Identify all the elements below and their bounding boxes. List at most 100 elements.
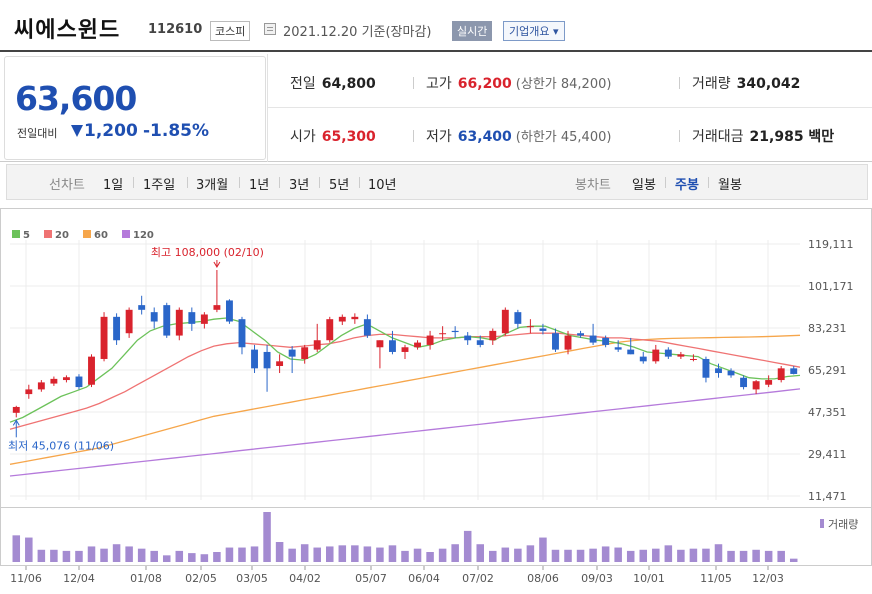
candle-body (12, 406, 20, 413)
volume-bar (188, 553, 196, 562)
company-overview-dropdown[interactable]: 기업개요 ▾ (503, 21, 565, 41)
candle-body (225, 300, 233, 322)
period-3m[interactable]: 3개월 (196, 178, 229, 193)
candle-body (150, 312, 158, 322)
candle (689, 354, 697, 362)
lower-limit: (하한가 45,400) (515, 130, 612, 145)
volume-bar (539, 537, 547, 562)
candle (389, 330, 396, 355)
period-selector: 선차트 1일 1주일 3개월 1년 3년 5년 10년 봉차트 일봉 주봉 월봉 (6, 164, 868, 200)
volume-value: 340,042 (736, 76, 801, 92)
candle (777, 365, 785, 383)
period-1w[interactable]: 1주일 (143, 178, 176, 193)
x-tick-label: 12/04 (63, 572, 95, 585)
open-price: 시가 65,300 (290, 126, 376, 146)
candle-body (338, 316, 346, 322)
realtime-button[interactable]: 실시간 (452, 21, 493, 41)
volume-bar (451, 544, 459, 562)
volume-bar (300, 544, 309, 562)
candle-body (740, 377, 748, 388)
candle (301, 344, 309, 364)
x-tick-label: 11/06 (10, 572, 42, 585)
candle-body (62, 377, 70, 381)
period-10y[interactable]: 10년 (368, 178, 397, 193)
period-separator (319, 177, 320, 188)
candle-monthly[interactable]: 월봉 (718, 178, 742, 193)
candle (401, 344, 409, 359)
volume-bar (213, 552, 221, 562)
candle (715, 363, 722, 378)
candle-body (401, 347, 409, 352)
candle (439, 326, 447, 341)
legend-label: 20 (55, 230, 69, 241)
x-tick-label: 07/02 (462, 572, 494, 585)
candle (100, 312, 108, 362)
x-tick-label: 09/03 (581, 572, 613, 585)
candle-body (476, 340, 484, 345)
volume-bar (137, 548, 146, 562)
candle-body (439, 333, 447, 335)
period-5y[interactable]: 5년 (329, 178, 350, 193)
volume-bar (664, 545, 673, 562)
stat-separator (679, 130, 680, 142)
period-separator (665, 177, 666, 188)
candle-body (464, 335, 472, 341)
stock-header: 씨에스윈드 112610 코스피 2021.12.20 기준(장마감) 실시간 … (0, 0, 872, 52)
candle-body (138, 305, 146, 310)
high-label: 고가 (426, 76, 452, 92)
volume-bar (87, 546, 96, 562)
period-1y[interactable]: 1년 (249, 178, 270, 193)
volume-bar (551, 549, 560, 562)
candle-weekly[interactable]: 주봉 (675, 178, 699, 193)
volume-bar (689, 548, 698, 562)
volume-bar (263, 512, 271, 562)
y-axis-ticks: 119,111 101,171 83,231 65,291 47,351 29,411 11… (808, 238, 854, 503)
current-price-box: 63,600 전일대비 1,200 -1.85% (4, 56, 266, 160)
candle (727, 368, 735, 378)
candle-body (652, 349, 660, 362)
volume-bar (514, 548, 522, 562)
volume-bar (125, 546, 133, 562)
candle (276, 354, 284, 374)
candle-body (777, 368, 785, 381)
min-price-label: 최저 45,076 (11/06) (8, 439, 114, 452)
volume-bar (764, 550, 773, 562)
panel-divider (267, 54, 268, 162)
candle-body (664, 349, 672, 357)
y-tick-label: 11,471 (808, 490, 847, 503)
candle-body (175, 309, 183, 336)
open-label: 시가 (290, 129, 316, 145)
candle-body (100, 316, 108, 359)
low-value: 63,400 (457, 129, 512, 145)
period-1d[interactable]: 1일 (103, 178, 124, 193)
candle (113, 313, 121, 345)
candle (414, 340, 421, 350)
volume-bar (351, 545, 359, 562)
period-3y[interactable]: 3년 (289, 178, 310, 193)
candle-daily[interactable]: 일봉 (632, 178, 656, 193)
y-tick-label: 29,411 (808, 448, 847, 461)
volume-bar (626, 550, 635, 562)
ma-line-120 (9, 388, 801, 477)
candle (752, 380, 760, 395)
candle (288, 346, 296, 374)
calendar-icon (264, 23, 276, 35)
candle (125, 307, 133, 338)
period-separator (279, 177, 280, 188)
candle-body (188, 312, 196, 324)
stat-separator (679, 77, 680, 89)
x-tick-label: 04/02 (289, 572, 321, 585)
volume-bars (12, 512, 798, 562)
candle (564, 330, 572, 355)
candle (426, 330, 434, 350)
y-tick-label: 47,351 (808, 406, 847, 419)
candle (351, 313, 359, 324)
volume-bar (25, 537, 33, 562)
candle-body (414, 342, 421, 348)
x-tick-label: 12/03 (752, 572, 784, 585)
current-price: 63,600 (15, 79, 137, 118)
volume-label: 거래량 (692, 76, 731, 92)
ma-line-20 (9, 332, 801, 430)
volume-bar (326, 546, 334, 562)
candle-body (602, 337, 610, 345)
